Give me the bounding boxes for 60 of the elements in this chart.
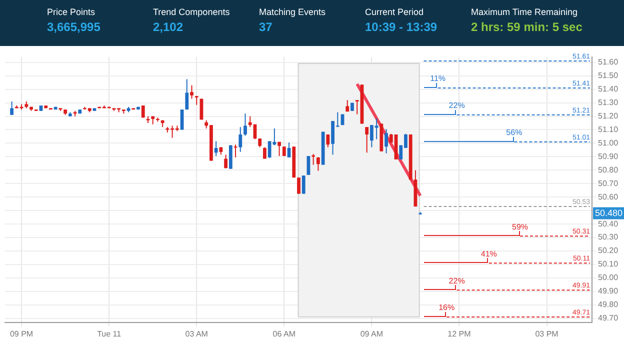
- y-tick-label: 50.00: [598, 273, 619, 282]
- text: 2 hrs: 59 min: 5 sec: [471, 20, 582, 34]
- candlestick: [238, 126, 242, 152]
- y-tick-label: 51.30: [598, 98, 619, 108]
- candlestick: [244, 113, 247, 136]
- text: 3,665,995: [47, 20, 102, 34]
- y-tick-label: 49.90: [598, 286, 619, 296]
- y-tick-label: 49.80: [598, 300, 619, 310]
- text: Maximum Time Remaining: [471, 7, 578, 17]
- candlestick: [365, 126, 369, 154]
- candlestick: [190, 84, 194, 100]
- candlestick: [278, 141, 281, 157]
- y-tick-label: 50.70: [598, 178, 619, 188]
- y-tick-label: 50.90: [598, 152, 619, 161]
- text: 50.480: [595, 208, 623, 218]
- candlestick: [384, 128, 388, 154]
- candlestick: [302, 175, 306, 194]
- candlestick: [185, 78, 189, 110]
- y-tick-label: 50.60: [598, 192, 619, 202]
- candlestick: [224, 154, 228, 169]
- y-tick-label: 50.10: [598, 260, 619, 269]
- candlestick: [316, 156, 320, 172]
- y-tick-label: 50.20: [598, 246, 619, 256]
- annotation: 41%: [480, 249, 497, 258]
- x-tick-label: 06 AM: [272, 329, 296, 338]
- y-tick-label: 49.70: [598, 314, 619, 323]
- y-tick-label: 50.40: [598, 219, 619, 228]
- y-tick-label: 50.80: [598, 165, 619, 174]
- y-tick-label: 51.40: [598, 84, 619, 94]
- y-tick-label: 51.20: [598, 111, 619, 120]
- x-tick-label: 03 AM: [185, 329, 208, 338]
- x-tick-label: 09 AM: [360, 329, 384, 338]
- candlestick: [326, 134, 330, 148]
- x-tick-label: 03 PM: [535, 329, 559, 338]
- text: Current Period: [365, 7, 425, 17]
- x-tick-label: 12 PM: [448, 329, 472, 338]
- text: Matching Events: [259, 7, 327, 17]
- annotation: 11%: [430, 74, 446, 84]
- annotation: 22%: [448, 276, 465, 286]
- text: 2,102: [153, 20, 184, 34]
- annotation: 22%: [448, 101, 465, 110]
- text: Price Points: [47, 7, 96, 17]
- text: Trend Components: [153, 7, 231, 17]
- text: 37: [259, 20, 274, 34]
- y-tick-label: 51.60: [598, 58, 619, 67]
- y-tick-label: 51.50: [598, 71, 619, 80]
- text: 10:39 - 13:39: [365, 20, 438, 34]
- annotation: 59%: [512, 222, 528, 232]
- y-tick-label: 51.10: [598, 124, 619, 134]
- y-tick-label: 51.00: [598, 138, 619, 148]
- candlestick: [297, 177, 300, 194]
- candlestick: [228, 144, 232, 170]
- candlestick: [141, 105, 145, 118]
- annotation: 56%: [506, 128, 522, 138]
- x-tick-label: Tue 11: [97, 329, 122, 338]
- y-tick-label: 50.30: [598, 232, 619, 242]
- x-tick-label: 09 PM: [10, 329, 34, 338]
- candlestick: [10, 100, 14, 116]
- annotation: 16%: [438, 303, 455, 312]
- candlestick: [214, 140, 218, 157]
